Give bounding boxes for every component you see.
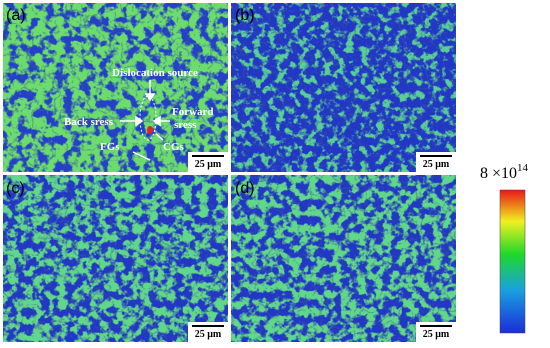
panel-label: (d) bbox=[235, 180, 255, 197]
panel-a bbox=[3, 3, 228, 172]
panel-c bbox=[3, 175, 228, 342]
panel-label: (c) bbox=[6, 180, 25, 197]
scale-bar: 25 μm bbox=[188, 322, 228, 342]
annotation: Forward bbox=[172, 106, 214, 118]
annotation: Back sress bbox=[64, 116, 114, 128]
scale-bar-label: 25 μm bbox=[195, 329, 222, 340]
colorbar-label: 8 ×1014 bbox=[480, 162, 529, 182]
panel-label: (b) bbox=[235, 7, 255, 24]
annotation: FGs bbox=[100, 141, 120, 153]
panel-b bbox=[231, 3, 456, 172]
scale-bar: 25 μm bbox=[416, 152, 456, 172]
scale-bar-label: 25 μm bbox=[195, 159, 222, 170]
annotation: Dislocation source bbox=[112, 67, 198, 79]
annotation: sress bbox=[174, 119, 197, 131]
panel-d bbox=[231, 175, 456, 342]
colorbar: 8 ×1014 bbox=[480, 162, 529, 334]
panel-label: (a) bbox=[6, 7, 26, 24]
scale-bar-label: 25 μm bbox=[423, 159, 450, 170]
scale-bar: 25 μm bbox=[188, 152, 228, 172]
colorbar-base: 8 ×10 bbox=[480, 165, 517, 182]
scale-bar: 25 μm bbox=[416, 322, 456, 342]
annotation: CGs bbox=[163, 141, 185, 153]
scale-bar-label: 25 μm bbox=[423, 329, 450, 340]
colorbar-exponent: 14 bbox=[517, 162, 529, 174]
